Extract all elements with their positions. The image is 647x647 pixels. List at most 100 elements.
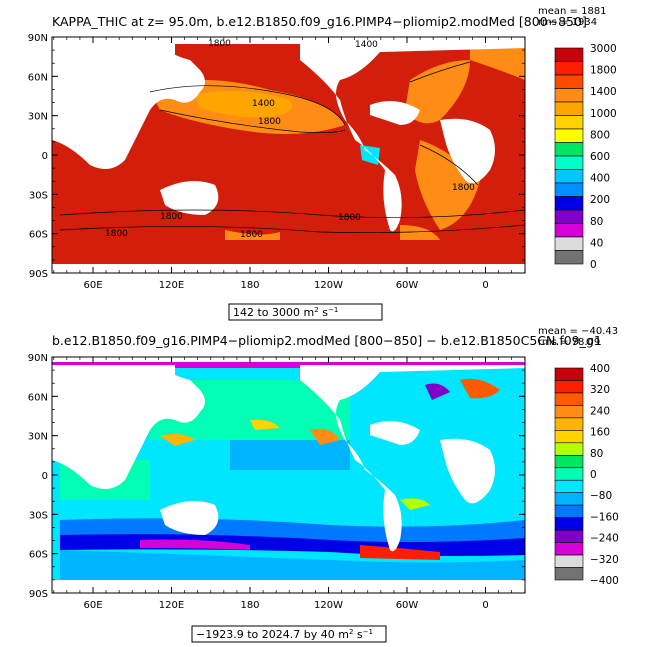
lon-label: 180 [240,600,259,611]
colorbar-label: −160 [590,511,619,523]
lon-label: 0 [482,280,488,291]
colorbar-swatch [554,182,584,197]
colorbar-label: 3000 [590,43,617,55]
contour-label: 1800 [338,213,361,223]
colorbar-swatch [554,542,584,556]
panel-top-range-box [228,303,383,321]
colorbar-label: 800 [590,129,610,141]
colorbar-swatch [554,250,584,265]
lat-label: 60N [28,392,48,403]
lon-label: 120E [159,280,184,291]
colorbar-swatch [554,61,584,76]
lon-label: 120W [314,600,343,611]
colorbar-swatch [554,442,584,456]
lon-label: 60E [83,280,102,291]
panel-top-mean: mean = 1881 [538,6,607,17]
lat-label: 90N [28,33,48,44]
lon-label: 120W [314,280,343,291]
colorbar-label: 160 [590,427,610,439]
contour-label: 1800 [105,229,128,239]
colorbar-label: 40 [590,237,603,249]
lon-label: 0 [482,600,488,611]
lat-label: 30N [28,432,48,443]
contour-label: 1400 [252,99,275,109]
colorbar-label: −240 [590,533,619,545]
colorbar-swatch [554,142,584,157]
colorbar-swatch [554,209,584,224]
colorbar-swatch [554,74,584,89]
colorbar-swatch [554,529,584,543]
colorbar-label: 240 [590,405,610,417]
colorbar-swatch [554,115,584,130]
colorbar-swatch [554,367,584,381]
colorbar-swatch [554,128,584,143]
colorbar-swatch [554,554,584,568]
colorbar-label: 200 [590,194,610,206]
colorbar-swatch [554,430,584,444]
lat-label: 30S [29,190,48,201]
panel-bottom-title: b.e12.B1850.f09_g16.PIMP4−pliomip2.modMe… [52,333,602,348]
contour-label: 1800 [160,212,183,222]
colorbar-label: 80 [590,216,603,228]
colorbar-label: −320 [590,554,619,566]
panel-top: KAPPA_THIC at z= 95.0m, b.e12.B1850.f09_… [28,6,617,321]
colorbar-swatch [554,467,584,481]
colorbar-swatch [554,454,584,469]
colorbar-swatch [554,417,584,431]
contour-label: 1800 [240,230,263,240]
colorbar-swatch [554,196,584,211]
panel-top-range-label: 142 to 3000 m2 s−1 [233,306,338,319]
lon-label: 60W [396,600,419,611]
colorbar-swatch [554,101,584,116]
panel-bottom-rms: rms = 78.09 [538,337,600,348]
colorbar-label: 320 [590,384,610,396]
colorbar-label: 0 [590,469,597,481]
colorbar-swatch [554,492,584,506]
colorbar-label: 400 [590,363,610,375]
contour-label: 1400 [355,40,378,50]
lat-label: 90S [29,269,48,280]
colorbar-swatch [554,236,584,251]
lat-label: 60S [29,230,48,241]
panel-bottom-colorbar: 400 320 240 160 80 0 −80 −160 −240 −320 −400 [554,363,619,587]
colorbar-label: 600 [590,151,610,163]
panel-top-map: 1400 1800 1400 1800 1800 1800 1800 1800 … [52,37,525,273]
panel-bottom-axes: 90N 60N 30N 0 30S 60S 90S 60E 120E 180 120W 60W 0 [28,353,526,611]
panel-bottom-map [52,357,525,593]
colorbar-swatch [554,405,584,419]
lat-label: 60N [28,72,48,83]
colorbar-label: 400 [590,173,610,185]
colorbar-swatch [554,223,584,238]
contour-label: 1800 [208,39,231,49]
lat-label: 30S [29,510,48,521]
colorbar-swatch [554,47,584,62]
contour-label: 1800 [452,183,475,193]
colorbar-swatch [554,567,584,581]
panel-bottom-mean: mean = −40.43 [538,326,618,337]
colorbar-label: −400 [590,575,619,587]
colorbar-swatch [554,155,584,170]
colorbar-label: 80 [590,448,603,460]
colorbar-swatch [554,169,584,184]
colorbar-swatch [554,392,584,406]
lat-label: 90S [29,589,48,600]
lat-label: 30N [28,112,48,123]
lon-label: 60E [83,600,102,611]
colorbar-swatch [554,504,584,518]
lon-label: 120E [159,600,184,611]
lon-label: 60W [396,280,419,291]
lat-label: 60S [29,550,48,561]
colorbar-label: 1800 [590,65,617,77]
colorbar-swatch [554,88,584,103]
colorbar-label: 0 [590,259,597,271]
lat-label: 90N [28,353,48,364]
panel-top-rms: rms = 1934 [538,17,597,28]
lon-label: 180 [240,280,259,291]
colorbar-label: 1400 [590,86,617,98]
colorbar-swatch [554,479,584,494]
colorbar-swatch [554,517,584,531]
colorbar-label: −80 [590,490,612,502]
colorbar-swatch [554,380,584,394]
